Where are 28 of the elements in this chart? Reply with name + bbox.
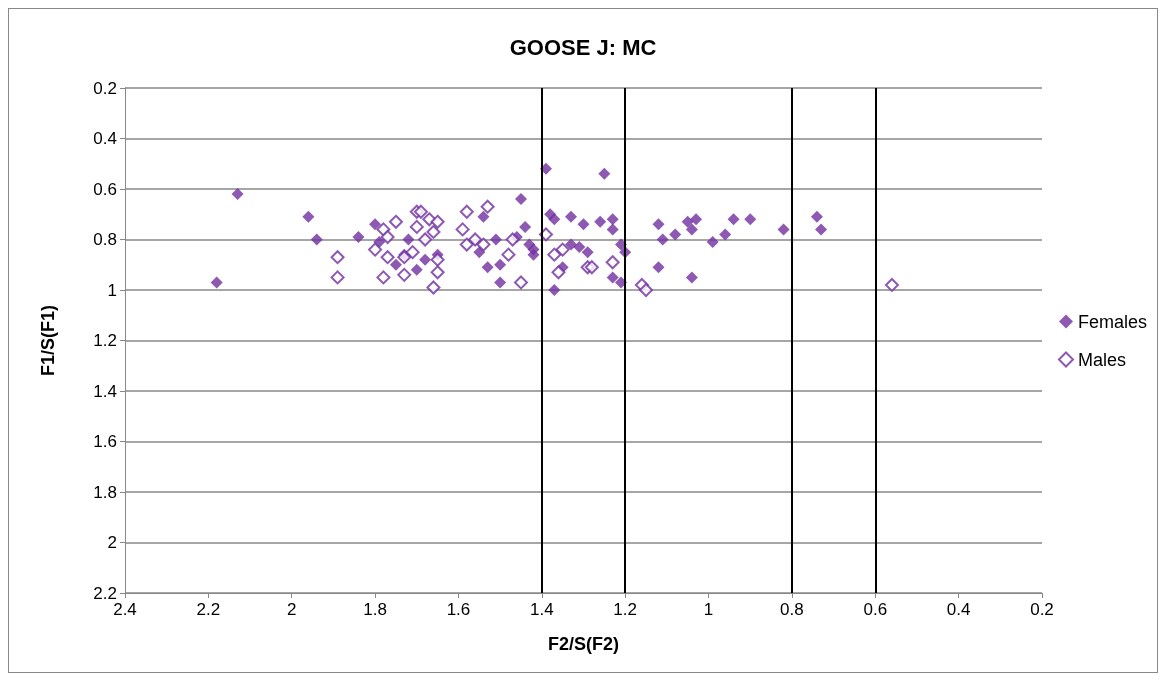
- x-tick-label: 1.2: [613, 600, 637, 619]
- y-tick-label: 1.6: [93, 432, 117, 451]
- y-tick-label: 2: [107, 533, 117, 552]
- x-tick-label: 1: [703, 600, 714, 619]
- y-tick-label: 0.6: [93, 179, 117, 199]
- x-tick-label: 0.2: [1030, 600, 1054, 619]
- y-tick-label: 1.8: [93, 482, 117, 502]
- x-tick-label: 1.4: [530, 600, 554, 619]
- y-tick-label: 2.2: [93, 583, 117, 603]
- legend-label: Males: [1077, 349, 1126, 370]
- x-tick-label: 2.4: [113, 600, 137, 619]
- x-axis-title: F2/S(F2): [547, 634, 620, 654]
- x-tick-label: 0.8: [780, 600, 804, 619]
- legend-label: Females: [1077, 311, 1148, 332]
- y-tick-label: 1.2: [93, 331, 117, 350]
- y-axis-title: F1/S(F1): [38, 304, 58, 377]
- y-tick-label: 0.8: [93, 230, 117, 249]
- y-tick-label: 1: [107, 280, 117, 300]
- x-tick-label: 1.8: [363, 600, 387, 619]
- y-tick-label: 0.4: [93, 129, 117, 148]
- x-tick-label: 0.6: [863, 600, 888, 619]
- y-tick-label: 1.4: [93, 381, 117, 401]
- x-tick-label: 2: [286, 600, 297, 619]
- x-tick-label: 0.4: [946, 600, 971, 619]
- x-tick-label: 1.6: [446, 600, 471, 619]
- x-tick-label: 2.2: [196, 600, 221, 619]
- y-tick-label: 0.2: [93, 78, 117, 98]
- chart-title: GOOSE J: MC: [509, 34, 657, 60]
